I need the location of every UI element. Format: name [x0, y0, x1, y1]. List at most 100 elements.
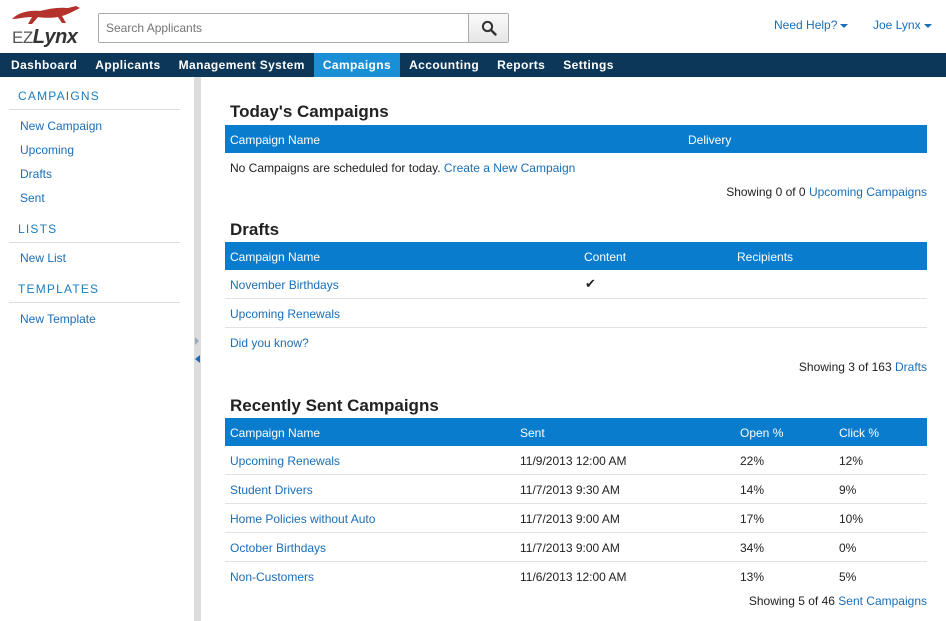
open-rate: 34%	[740, 541, 765, 555]
search-icon	[481, 20, 497, 36]
app-header: EZLynx Need Help? Joe Lynx	[0, 0, 946, 53]
sent-campaign-link[interactable]: Upcoming Renewals	[230, 454, 341, 468]
table-row: Upcoming Renewals	[225, 299, 927, 328]
open-rate: 14%	[740, 483, 765, 497]
search-button[interactable]	[468, 14, 508, 42]
sidebar-item-sent[interactable]: Sent	[20, 191, 45, 205]
logo-wordmark: EZLynx	[12, 26, 78, 49]
todays-campaigns-empty: No Campaigns are scheduled for today. Cr…	[230, 161, 575, 175]
divider	[9, 109, 180, 110]
checkmark-icon: ✔	[585, 276, 596, 291]
sidebar-item-new-template[interactable]: New Template	[20, 312, 96, 326]
recently-sent-title: Recently Sent Campaigns	[230, 396, 439, 415]
search-bar	[98, 13, 509, 43]
sent-date: 11/7/2013 9:00 AM	[520, 512, 620, 526]
sidebar-heading-campaigns: CAMPAIGNS	[18, 89, 100, 103]
column-header-content[interactable]: Content	[584, 250, 627, 264]
lynx-cat-icon	[12, 6, 80, 24]
sidebar-heading-templates: TEMPLATES	[18, 282, 100, 296]
sidebar-item-new-campaign[interactable]: New Campaign	[20, 119, 103, 133]
drafts-link[interactable]: Drafts	[894, 360, 927, 374]
nav-dashboard[interactable]: Dashboard	[11, 58, 78, 72]
table-row: October Birthdays 11/7/2013 9:00 AM 34% …	[225, 533, 927, 562]
column-header-open-pct[interactable]: Open %	[740, 426, 784, 440]
table-row: November Birthdays ✔	[225, 270, 927, 299]
table-row: Student Drivers 11/7/2013 9:30 AM 14% 9%	[225, 475, 927, 504]
sent-date: 11/7/2013 9:00 AM	[520, 541, 620, 555]
logo-lynx: Lynx	[32, 26, 78, 48]
create-new-campaign-link[interactable]: Create a New Campaign	[443, 161, 576, 175]
column-header-campaign-name[interactable]: Campaign Name	[230, 133, 321, 147]
nav-management-system[interactable]: Management System	[178, 58, 305, 72]
table-row: Home Policies without Auto 11/7/2013 9:0…	[225, 504, 927, 533]
need-help-menu[interactable]: Need Help?	[774, 18, 849, 32]
user-menu[interactable]: Joe Lynx	[873, 18, 932, 32]
column-header-click-pct[interactable]: Click %	[839, 426, 880, 440]
column-header-campaign-name[interactable]: Campaign Name	[230, 250, 321, 264]
sent-summary: Showing 5 of 46 Sent Campaigns	[749, 594, 927, 608]
column-header-recipients[interactable]: Recipients	[737, 250, 794, 264]
drafts-header: Campaign Name Content Recipients	[225, 242, 927, 270]
draft-name-link[interactable]: Did you know?	[230, 336, 309, 350]
click-rate: 10%	[839, 512, 864, 526]
nav-reports[interactable]: Reports	[497, 58, 546, 72]
sent-campaign-link[interactable]: Non-Customers	[230, 570, 315, 584]
todays-campaigns-summary: Showing 0 of 0 Upcoming Campaigns	[726, 185, 927, 199]
divider	[9, 242, 180, 243]
logo-ez: EZ	[12, 28, 33, 47]
nav-campaigns[interactable]: Campaigns	[313, 53, 401, 77]
main-content: Today's Campaigns Campaign Name Delivery…	[201, 77, 946, 621]
column-header-delivery[interactable]: Delivery	[688, 133, 732, 147]
nav-applicants[interactable]: Applicants	[95, 58, 161, 72]
open-rate: 13%	[740, 570, 765, 584]
need-help-label: Need Help?	[774, 18, 838, 32]
click-rate: 0%	[839, 541, 857, 555]
ezlynx-logo[interactable]: EZLynx	[10, 5, 84, 49]
main-nav: Dashboard Applicants Management System C…	[0, 53, 946, 77]
table-row: Non-Customers 11/6/2013 12:00 AM 13% 5%	[225, 562, 927, 591]
sidebar: CAMPAIGNS New Campaign Upcoming Drafts S…	[0, 77, 194, 621]
sent-campaign-link[interactable]: Home Policies without Auto	[230, 512, 376, 526]
todays-campaigns-title: Today's Campaigns	[230, 102, 389, 121]
sent-campaign-link[interactable]: October Birthdays	[230, 541, 327, 555]
table-row: Upcoming Renewals 11/9/2013 12:00 AM 22%…	[225, 446, 927, 475]
sent-date: 11/7/2013 9:30 AM	[520, 483, 620, 497]
draft-name-link[interactable]: November Birthdays	[230, 278, 339, 292]
open-rate: 22%	[740, 454, 765, 468]
upcoming-campaigns-link[interactable]: Upcoming Campaigns	[808, 185, 927, 199]
sent-date: 11/6/2013 12:00 AM	[520, 570, 627, 584]
column-header-campaign-name[interactable]: Campaign Name	[230, 426, 321, 440]
nav-settings[interactable]: Settings	[563, 58, 614, 72]
sent-campaigns-link[interactable]: Sent Campaigns	[838, 594, 927, 608]
column-header-sent[interactable]: Sent	[520, 426, 545, 440]
drafts-summary: Showing 3 of 163 Drafts	[799, 360, 927, 374]
click-rate: 9%	[839, 483, 857, 497]
sidebar-item-new-list[interactable]: New List	[20, 251, 67, 265]
nav-accounting[interactable]: Accounting	[409, 58, 480, 72]
todays-campaigns-header: Campaign Name Delivery	[225, 125, 927, 153]
recently-sent-header: Campaign Name Sent Open % Click %	[225, 418, 927, 446]
sidebar-collapse-gutter[interactable]	[194, 77, 201, 621]
table-row: Did you know?	[225, 328, 927, 357]
chevron-down-icon	[923, 23, 932, 28]
click-rate: 5%	[839, 570, 857, 584]
chevron-left-icon[interactable]	[195, 355, 200, 363]
draft-name-link[interactable]: Upcoming Renewals	[230, 307, 341, 321]
search-input[interactable]	[99, 14, 468, 42]
chevron-right-icon[interactable]	[195, 337, 199, 345]
empty-message: No Campaigns are scheduled for today.	[230, 161, 441, 175]
user-name-label: Joe Lynx	[873, 18, 921, 32]
sidebar-item-drafts[interactable]: Drafts	[20, 167, 53, 181]
summary-count: Showing 5 of 46	[748, 594, 835, 608]
click-rate: 12%	[839, 454, 864, 468]
chevron-down-icon	[840, 23, 849, 28]
sidebar-heading-lists: LISTS	[18, 222, 58, 236]
sent-campaign-link[interactable]: Student Drivers	[230, 483, 313, 497]
divider	[9, 302, 180, 303]
sidebar-item-upcoming[interactable]: Upcoming	[20, 143, 75, 157]
drafts-title: Drafts	[230, 220, 280, 239]
sent-date: 11/9/2013 12:00 AM	[520, 454, 627, 468]
open-rate: 17%	[740, 512, 765, 526]
summary-count: Showing 3 of 163	[798, 360, 892, 374]
summary-count: Showing 0 of 0	[726, 185, 806, 199]
